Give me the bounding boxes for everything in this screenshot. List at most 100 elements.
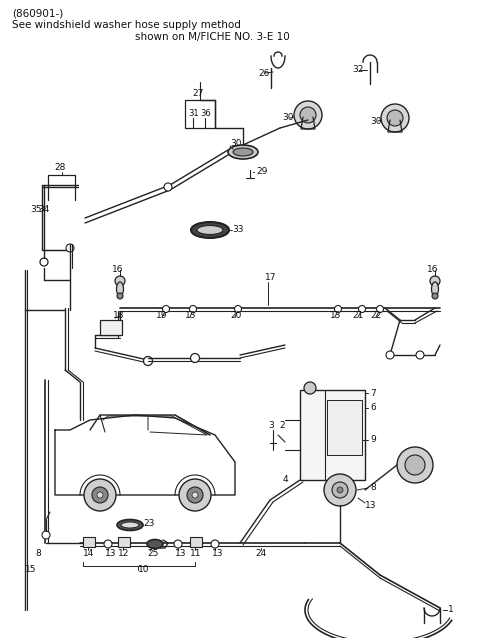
Circle shape (66, 244, 74, 252)
Text: 4: 4 (283, 475, 288, 484)
Text: 7: 7 (370, 389, 376, 397)
Ellipse shape (228, 145, 258, 159)
Text: 12: 12 (118, 549, 130, 558)
Bar (100, 320, 122, 335)
Text: 21: 21 (352, 311, 363, 320)
Text: 14: 14 (83, 549, 95, 558)
Text: 11: 11 (190, 549, 202, 558)
Bar (83, 537, 95, 547)
Ellipse shape (197, 225, 223, 235)
Text: 30: 30 (282, 114, 293, 122)
Circle shape (84, 479, 116, 511)
Circle shape (324, 474, 356, 506)
Circle shape (211, 540, 219, 548)
Circle shape (376, 306, 384, 313)
Text: 3: 3 (268, 420, 274, 429)
Circle shape (235, 306, 241, 313)
Bar (185, 100, 215, 128)
Text: 8: 8 (35, 549, 41, 558)
Text: 13: 13 (330, 311, 341, 320)
Text: shown on M/FICHE NO. 3-E 10: shown on M/FICHE NO. 3-E 10 (135, 32, 290, 42)
Text: 18: 18 (113, 311, 124, 320)
Circle shape (416, 351, 424, 359)
Text: 13: 13 (365, 500, 376, 510)
Circle shape (104, 540, 112, 548)
Text: 27: 27 (192, 89, 204, 98)
Text: 32: 32 (352, 66, 363, 75)
Circle shape (335, 306, 341, 313)
Circle shape (179, 479, 211, 511)
Text: 13: 13 (185, 311, 196, 320)
Text: 16: 16 (112, 265, 123, 274)
Text: (860901-): (860901-) (12, 8, 63, 18)
Text: 8: 8 (370, 484, 376, 493)
Circle shape (163, 306, 169, 313)
Circle shape (387, 110, 403, 126)
Text: 29: 29 (256, 168, 267, 177)
Circle shape (117, 293, 123, 299)
Text: 10: 10 (138, 565, 149, 574)
Ellipse shape (147, 540, 163, 549)
Circle shape (386, 351, 394, 359)
Bar (190, 537, 202, 547)
Circle shape (192, 492, 198, 498)
Circle shape (294, 101, 322, 129)
Circle shape (190, 306, 196, 313)
Text: 22: 22 (370, 311, 381, 320)
Text: 36: 36 (200, 110, 211, 119)
Text: 13: 13 (175, 549, 187, 558)
Ellipse shape (121, 522, 139, 528)
Text: 15: 15 (25, 565, 36, 574)
Ellipse shape (117, 282, 123, 296)
Circle shape (337, 487, 343, 493)
Circle shape (164, 183, 172, 191)
Text: 26: 26 (258, 68, 269, 77)
Text: 30: 30 (370, 117, 382, 126)
Circle shape (144, 357, 153, 366)
Circle shape (300, 107, 316, 123)
Text: 35: 35 (30, 205, 41, 214)
Text: 9: 9 (370, 436, 376, 445)
Circle shape (115, 276, 125, 286)
Circle shape (381, 104, 409, 132)
Bar (300, 390, 365, 480)
Circle shape (42, 531, 50, 539)
Bar (118, 537, 130, 547)
Text: 19: 19 (156, 311, 168, 320)
Circle shape (405, 455, 425, 475)
Text: 33: 33 (232, 225, 243, 234)
Circle shape (97, 492, 103, 498)
Circle shape (332, 482, 348, 498)
Ellipse shape (117, 519, 143, 531)
Circle shape (40, 258, 48, 266)
Text: See windshield washer hose supply method: See windshield washer hose supply method (12, 20, 241, 30)
Circle shape (191, 353, 200, 362)
Text: 23: 23 (143, 519, 155, 528)
Text: 13: 13 (212, 549, 224, 558)
Text: 13: 13 (105, 549, 117, 558)
Circle shape (430, 276, 440, 286)
Ellipse shape (191, 222, 229, 238)
Text: 6: 6 (370, 403, 376, 413)
Text: 28: 28 (54, 163, 66, 172)
Text: 34: 34 (38, 205, 49, 214)
Circle shape (187, 487, 203, 503)
Ellipse shape (432, 282, 439, 296)
Bar (327, 400, 362, 455)
Circle shape (174, 540, 182, 548)
Text: 2: 2 (279, 420, 285, 429)
Text: 30: 30 (230, 138, 241, 147)
Ellipse shape (233, 148, 253, 156)
Text: 31: 31 (188, 110, 199, 119)
Text: 16: 16 (427, 265, 439, 274)
Text: 24: 24 (255, 549, 266, 558)
Circle shape (359, 306, 365, 313)
Circle shape (92, 487, 108, 503)
Circle shape (432, 293, 438, 299)
Text: 1: 1 (448, 605, 454, 614)
Text: 17: 17 (265, 274, 276, 283)
Circle shape (397, 447, 433, 483)
Text: 20: 20 (230, 311, 241, 320)
Text: 25: 25 (147, 549, 158, 558)
Circle shape (304, 382, 316, 394)
